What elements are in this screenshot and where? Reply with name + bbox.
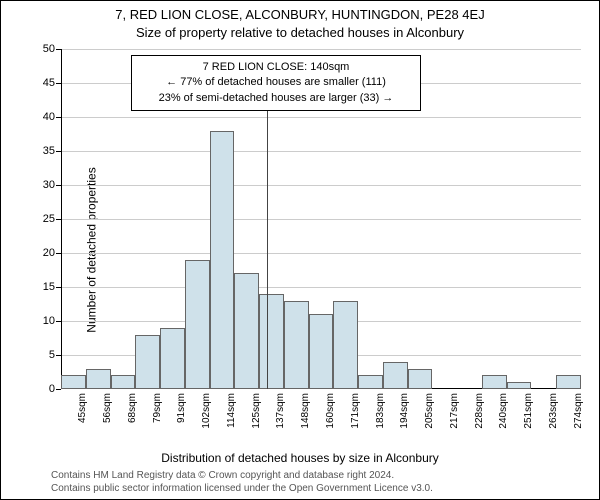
callout-line3: 23% of semi-detached houses are larger (… — [140, 91, 412, 106]
attribution-line2: Contains public sector information licen… — [51, 482, 433, 495]
xtick-label: 183sqm — [375, 393, 386, 429]
xtick-label: 240sqm — [498, 393, 509, 429]
callout-line1: 7 RED LION CLOSE: 140sqm — [140, 60, 412, 75]
xtick-label: 205sqm — [424, 393, 435, 429]
bar — [61, 375, 86, 389]
bar — [408, 369, 433, 389]
bar — [210, 131, 235, 389]
xtick-label: 91sqm — [176, 393, 187, 423]
xtick-label: 68sqm — [127, 393, 138, 423]
bar — [309, 314, 334, 389]
ytick-label: 45 — [43, 77, 55, 89]
xtick-label: 171sqm — [350, 393, 361, 429]
xtick-label: 160sqm — [325, 393, 336, 429]
bar — [482, 375, 507, 389]
bar — [111, 375, 136, 389]
marker-vertical-line — [267, 107, 268, 389]
ytick-label: 15 — [43, 281, 55, 293]
xtick-label: 102sqm — [201, 393, 212, 429]
chart-title-subtitle: Size of property relative to detached ho… — [1, 25, 599, 40]
ytick-label: 35 — [43, 145, 55, 157]
ytick-label: 20 — [43, 247, 55, 259]
plot-area: 05101520253035404550 45sqm56sqm68sqm79sq… — [61, 49, 581, 389]
callout-box: 7 RED LION CLOSE: 140sqm ← 77% of detach… — [131, 55, 421, 111]
xtick-label: 274sqm — [573, 393, 584, 429]
bar — [556, 375, 581, 389]
bar — [86, 369, 111, 389]
ytick-label: 0 — [49, 383, 55, 395]
bar — [358, 375, 383, 389]
xtick-label: 194sqm — [399, 393, 410, 429]
chart-title-address: 7, RED LION CLOSE, ALCONBURY, HUNTINGDON… — [1, 7, 599, 22]
xtick-label: 263sqm — [548, 393, 559, 429]
bar — [234, 273, 259, 389]
ytick-label: 50 — [43, 43, 55, 55]
bar — [185, 260, 210, 389]
chart-container: 7, RED LION CLOSE, ALCONBURY, HUNTINGDON… — [0, 0, 600, 500]
xtick-label: 217sqm — [449, 393, 460, 429]
xtick-label: 228sqm — [474, 393, 485, 429]
bar — [259, 294, 284, 389]
xtick-label: 45sqm — [77, 393, 88, 423]
xtick-label: 251sqm — [523, 393, 534, 429]
bar — [383, 362, 408, 389]
ytick-label: 25 — [43, 213, 55, 225]
ytick-label: 30 — [43, 179, 55, 191]
xtick-label: 114sqm — [226, 393, 237, 428]
xtick-label: 125sqm — [251, 393, 262, 429]
ytick-label: 5 — [49, 349, 55, 361]
bar — [135, 335, 160, 389]
bar — [333, 301, 358, 389]
callout-line2: ← 77% of detached houses are smaller (11… — [140, 75, 412, 90]
ytick-label: 10 — [43, 315, 55, 327]
ytick-label: 40 — [43, 111, 55, 123]
attribution-line1: Contains HM Land Registry data © Crown c… — [51, 469, 433, 482]
xtick-label: 137sqm — [275, 393, 286, 429]
bar — [160, 328, 185, 389]
xtick-label: 56sqm — [102, 393, 113, 423]
xtick-label: 79sqm — [152, 393, 163, 423]
bar — [284, 301, 309, 389]
bar — [507, 382, 532, 389]
xtick-label: 148sqm — [300, 393, 311, 429]
x-axis-label: Distribution of detached houses by size … — [1, 451, 599, 465]
attribution-text: Contains HM Land Registry data © Crown c… — [51, 469, 433, 495]
